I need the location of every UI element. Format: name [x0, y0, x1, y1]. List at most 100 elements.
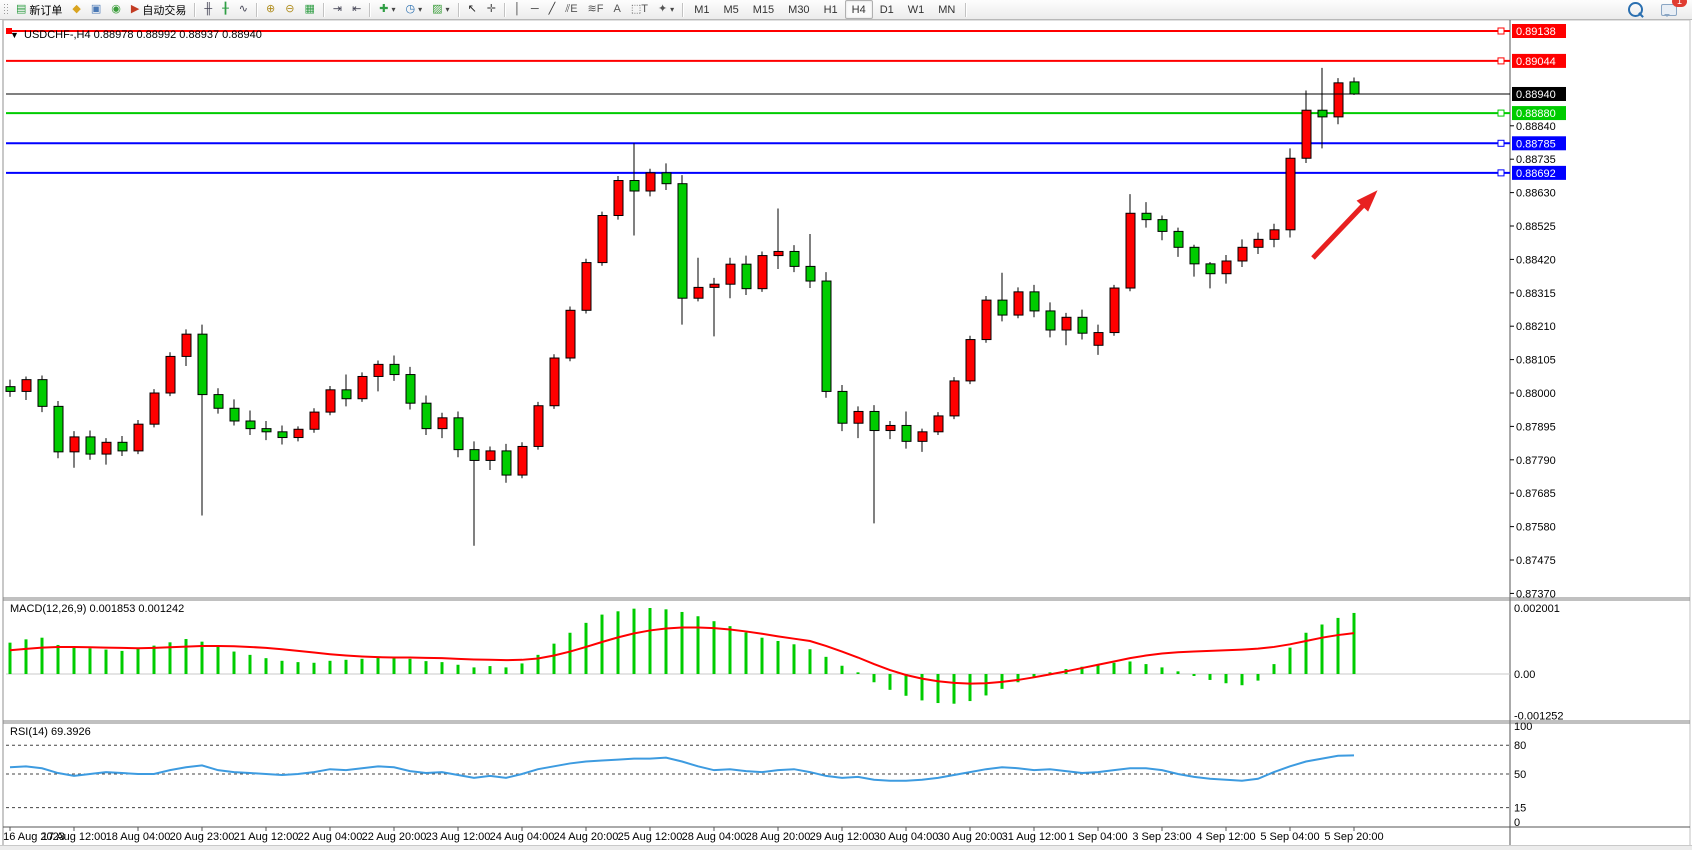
trendline-button[interactable]: ╱: [544, 0, 561, 19]
candle-body: [453, 417, 464, 451]
timeframe-button-h4[interactable]: H4: [844, 0, 873, 19]
search-button[interactable]: [1623, 0, 1648, 19]
price-tick-label: 0.87580: [1516, 522, 1556, 534]
period-selector-button[interactable]: ◷ ▾: [401, 0, 428, 19]
zoom-out-button[interactable]: ⊖: [280, 0, 299, 19]
auto-trading-button-label: 自动交易: [142, 4, 187, 17]
timeframe-button-h4-label: H4: [851, 3, 866, 16]
candlestick-chart-button[interactable]: ╂: [217, 0, 234, 19]
timeframe-button-mn[interactable]: MN: [931, 0, 962, 19]
signal-icon[interactable]: ◉: [106, 0, 126, 19]
price-line-label: 0.88880: [1516, 108, 1556, 120]
candle-body: [1061, 316, 1072, 331]
auto-trading-button[interactable]: ▶ 自动交易: [126, 0, 191, 19]
price-line-handle[interactable]: [1497, 109, 1505, 117]
horizontal-scrollbar[interactable]: [0, 845, 1692, 850]
time-tick-label: 28 Aug 04:00: [682, 831, 747, 843]
macd-histogram-bar: [1336, 617, 1340, 674]
price-line-handle[interactable]: [6, 27, 12, 34]
time-tick-label: 29 Aug 12:00: [810, 831, 875, 843]
macd-histogram-bar: [392, 657, 396, 674]
gold-icon[interactable]: ◆: [67, 0, 85, 19]
candle-body: [533, 405, 544, 447]
bar-chart-button[interactable]: ╫: [199, 0, 217, 19]
price-line-label: 0.88785: [1516, 138, 1556, 150]
trend-arrow-head[interactable]: [1356, 190, 1378, 212]
price-line-handle[interactable]: [1497, 139, 1505, 147]
macd-histogram-bar: [504, 667, 508, 674]
cursor-icon: ↖: [467, 3, 477, 15]
candle-body: [21, 379, 32, 392]
candle-body: [437, 417, 448, 430]
macd-histogram-bar: [600, 614, 604, 674]
macd-histogram-bar: [408, 658, 412, 674]
mql-community-icon[interactable]: ▣: [86, 0, 106, 19]
crosshair-button[interactable]: ✛: [482, 0, 501, 19]
macd-histogram-bar: [1080, 666, 1084, 674]
macd-histogram-bar: [56, 644, 60, 674]
macd-histogram-bar: [904, 674, 908, 696]
arrows-button[interactable]: ✦ ▾: [653, 0, 679, 19]
time-tick-label: 31 Aug 12:00: [1002, 831, 1067, 843]
zoom-in-button[interactable]: ⊕: [261, 0, 280, 19]
candle-body: [165, 355, 176, 394]
text-button[interactable]: A: [608, 0, 625, 19]
macd-histogram-bar: [328, 660, 332, 674]
candle-body: [581, 262, 592, 311]
text-label-icon: ⬚T: [630, 3, 648, 15]
price-tick-label: 0.88840: [1516, 121, 1556, 133]
candle-body: [1317, 109, 1328, 118]
timeframe-button-d1[interactable]: D1: [873, 0, 901, 19]
chart-shift-button[interactable]: ⇤: [347, 0, 366, 19]
price-tick-label: 0.88105: [1516, 355, 1556, 367]
new-order-button[interactable]: ▤ 新订单: [11, 0, 67, 19]
macd-histogram-bar: [152, 645, 156, 674]
new-chart-button[interactable]: ✚ ▾: [374, 0, 400, 19]
macd-histogram-bar: [1144, 664, 1148, 674]
macd-histogram-bar: [808, 649, 812, 674]
horizontal-line-icon: ─: [530, 3, 539, 15]
candle-body: [1109, 287, 1120, 334]
auto-scroll-button[interactable]: ⇥: [328, 0, 347, 19]
macd-histogram-bar: [40, 637, 44, 674]
macd-histogram-bar: [360, 658, 364, 674]
candle-body: [213, 394, 224, 409]
candle-body: [853, 410, 864, 424]
timeframe-button-w1[interactable]: W1: [901, 0, 932, 19]
timeframe-button-m15[interactable]: M15: [746, 0, 781, 19]
macd-histogram-bar: [280, 660, 284, 674]
fibonacci-button[interactable]: ≋F: [583, 0, 609, 19]
macd-histogram-bar: [568, 632, 572, 674]
timeframe-button-m30[interactable]: M30: [781, 0, 816, 19]
equidistant-channel-button[interactable]: ⫽E: [560, 0, 582, 19]
horizontal-line-button[interactable]: ─: [526, 0, 544, 19]
template-button[interactable]: ▨ ▾: [427, 0, 454, 19]
rsi-label: RSI(14) 69.3926: [10, 726, 91, 738]
cursor-button[interactable]: ↖: [463, 0, 482, 19]
price-line-handle[interactable]: [1497, 27, 1505, 35]
line-chart-button[interactable]: ∿: [234, 0, 253, 19]
timeframe-button-h1[interactable]: H1: [817, 0, 845, 19]
time-tick-label: 22 Aug 20:00: [362, 831, 427, 843]
time-tick-label: 25 Aug 12:00: [618, 831, 683, 843]
current-price-label: 0.88940: [1516, 89, 1556, 101]
candle-body: [1173, 230, 1184, 248]
price-line-handle[interactable]: [1497, 169, 1505, 177]
tile-windows-button[interactable]: ▦: [299, 0, 319, 19]
candle-body: [661, 172, 672, 185]
price-line-handle[interactable]: [1497, 57, 1505, 65]
price-line-label: 0.88692: [1516, 168, 1556, 180]
vertical-line-button[interactable]: │: [509, 0, 526, 19]
candle-body: [53, 405, 64, 453]
macd-histogram-bar: [88, 648, 92, 674]
candle-body: [357, 375, 368, 400]
trend-arrow-annotation[interactable]: [1311, 201, 1367, 260]
timeframe-button-m1[interactable]: M1: [687, 0, 716, 19]
macd-histogram-bar: [200, 641, 204, 674]
chat-button[interactable]: 1: [1656, 0, 1687, 19]
macd-histogram-bar: [728, 626, 732, 674]
text-label-button[interactable]: ⬚T: [626, 0, 653, 19]
timeframe-button-m5[interactable]: M5: [716, 0, 745, 19]
